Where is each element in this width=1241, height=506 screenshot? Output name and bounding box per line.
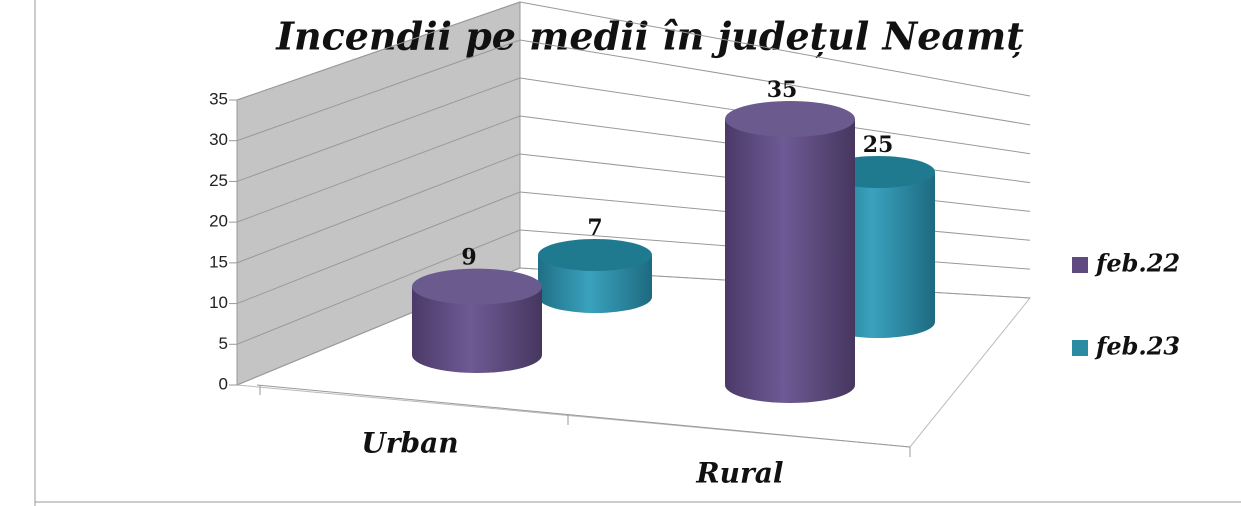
y-tick-label: 25 [209, 171, 228, 190]
grid-line [519, 39, 1031, 126]
cylinder-body [538, 255, 652, 313]
x-tick-label: Urban [361, 427, 458, 460]
value-label: 7 [587, 215, 602, 241]
y-tick-label: 30 [209, 130, 228, 149]
grid-line [236, 39, 521, 142]
value-label: 35 [767, 77, 798, 103]
cylinder-body [412, 286, 542, 373]
legend-swatch [1072, 257, 1088, 273]
grid-line [236, 77, 521, 182]
grid-line [236, 191, 521, 305]
grid-line [236, 229, 521, 345]
y-tick-label: 15 [209, 252, 228, 271]
y-tick-label: 20 [209, 212, 228, 231]
value-label: 9 [461, 245, 476, 271]
grid-line [236, 115, 521, 223]
y-tick-label: 10 [209, 293, 228, 312]
cylinder-top [538, 239, 652, 271]
x-tick-label: Rural [695, 457, 783, 490]
cylinder-top [725, 101, 855, 137]
cylinder [412, 268, 542, 373]
y-tick-label: 5 [219, 334, 228, 353]
x-axis [256, 384, 911, 448]
y-tick-label: 35 [209, 89, 228, 108]
cylinder-top [412, 268, 542, 305]
chart-title: Incendii pe medii în județul Neamț [275, 14, 1024, 59]
legend-label: feb.23 [1094, 332, 1180, 361]
legend-swatch [1072, 340, 1088, 356]
y-tick-label: 0 [219, 374, 228, 393]
grid-line [236, 153, 521, 264]
cylinder-body [725, 119, 855, 403]
cylinder [725, 101, 855, 403]
value-label: 25 [863, 132, 894, 158]
cylinder [538, 239, 652, 313]
grid-line [519, 1, 1031, 97]
grid-line [236, 1, 521, 101]
legend-label: feb.22 [1094, 249, 1180, 278]
